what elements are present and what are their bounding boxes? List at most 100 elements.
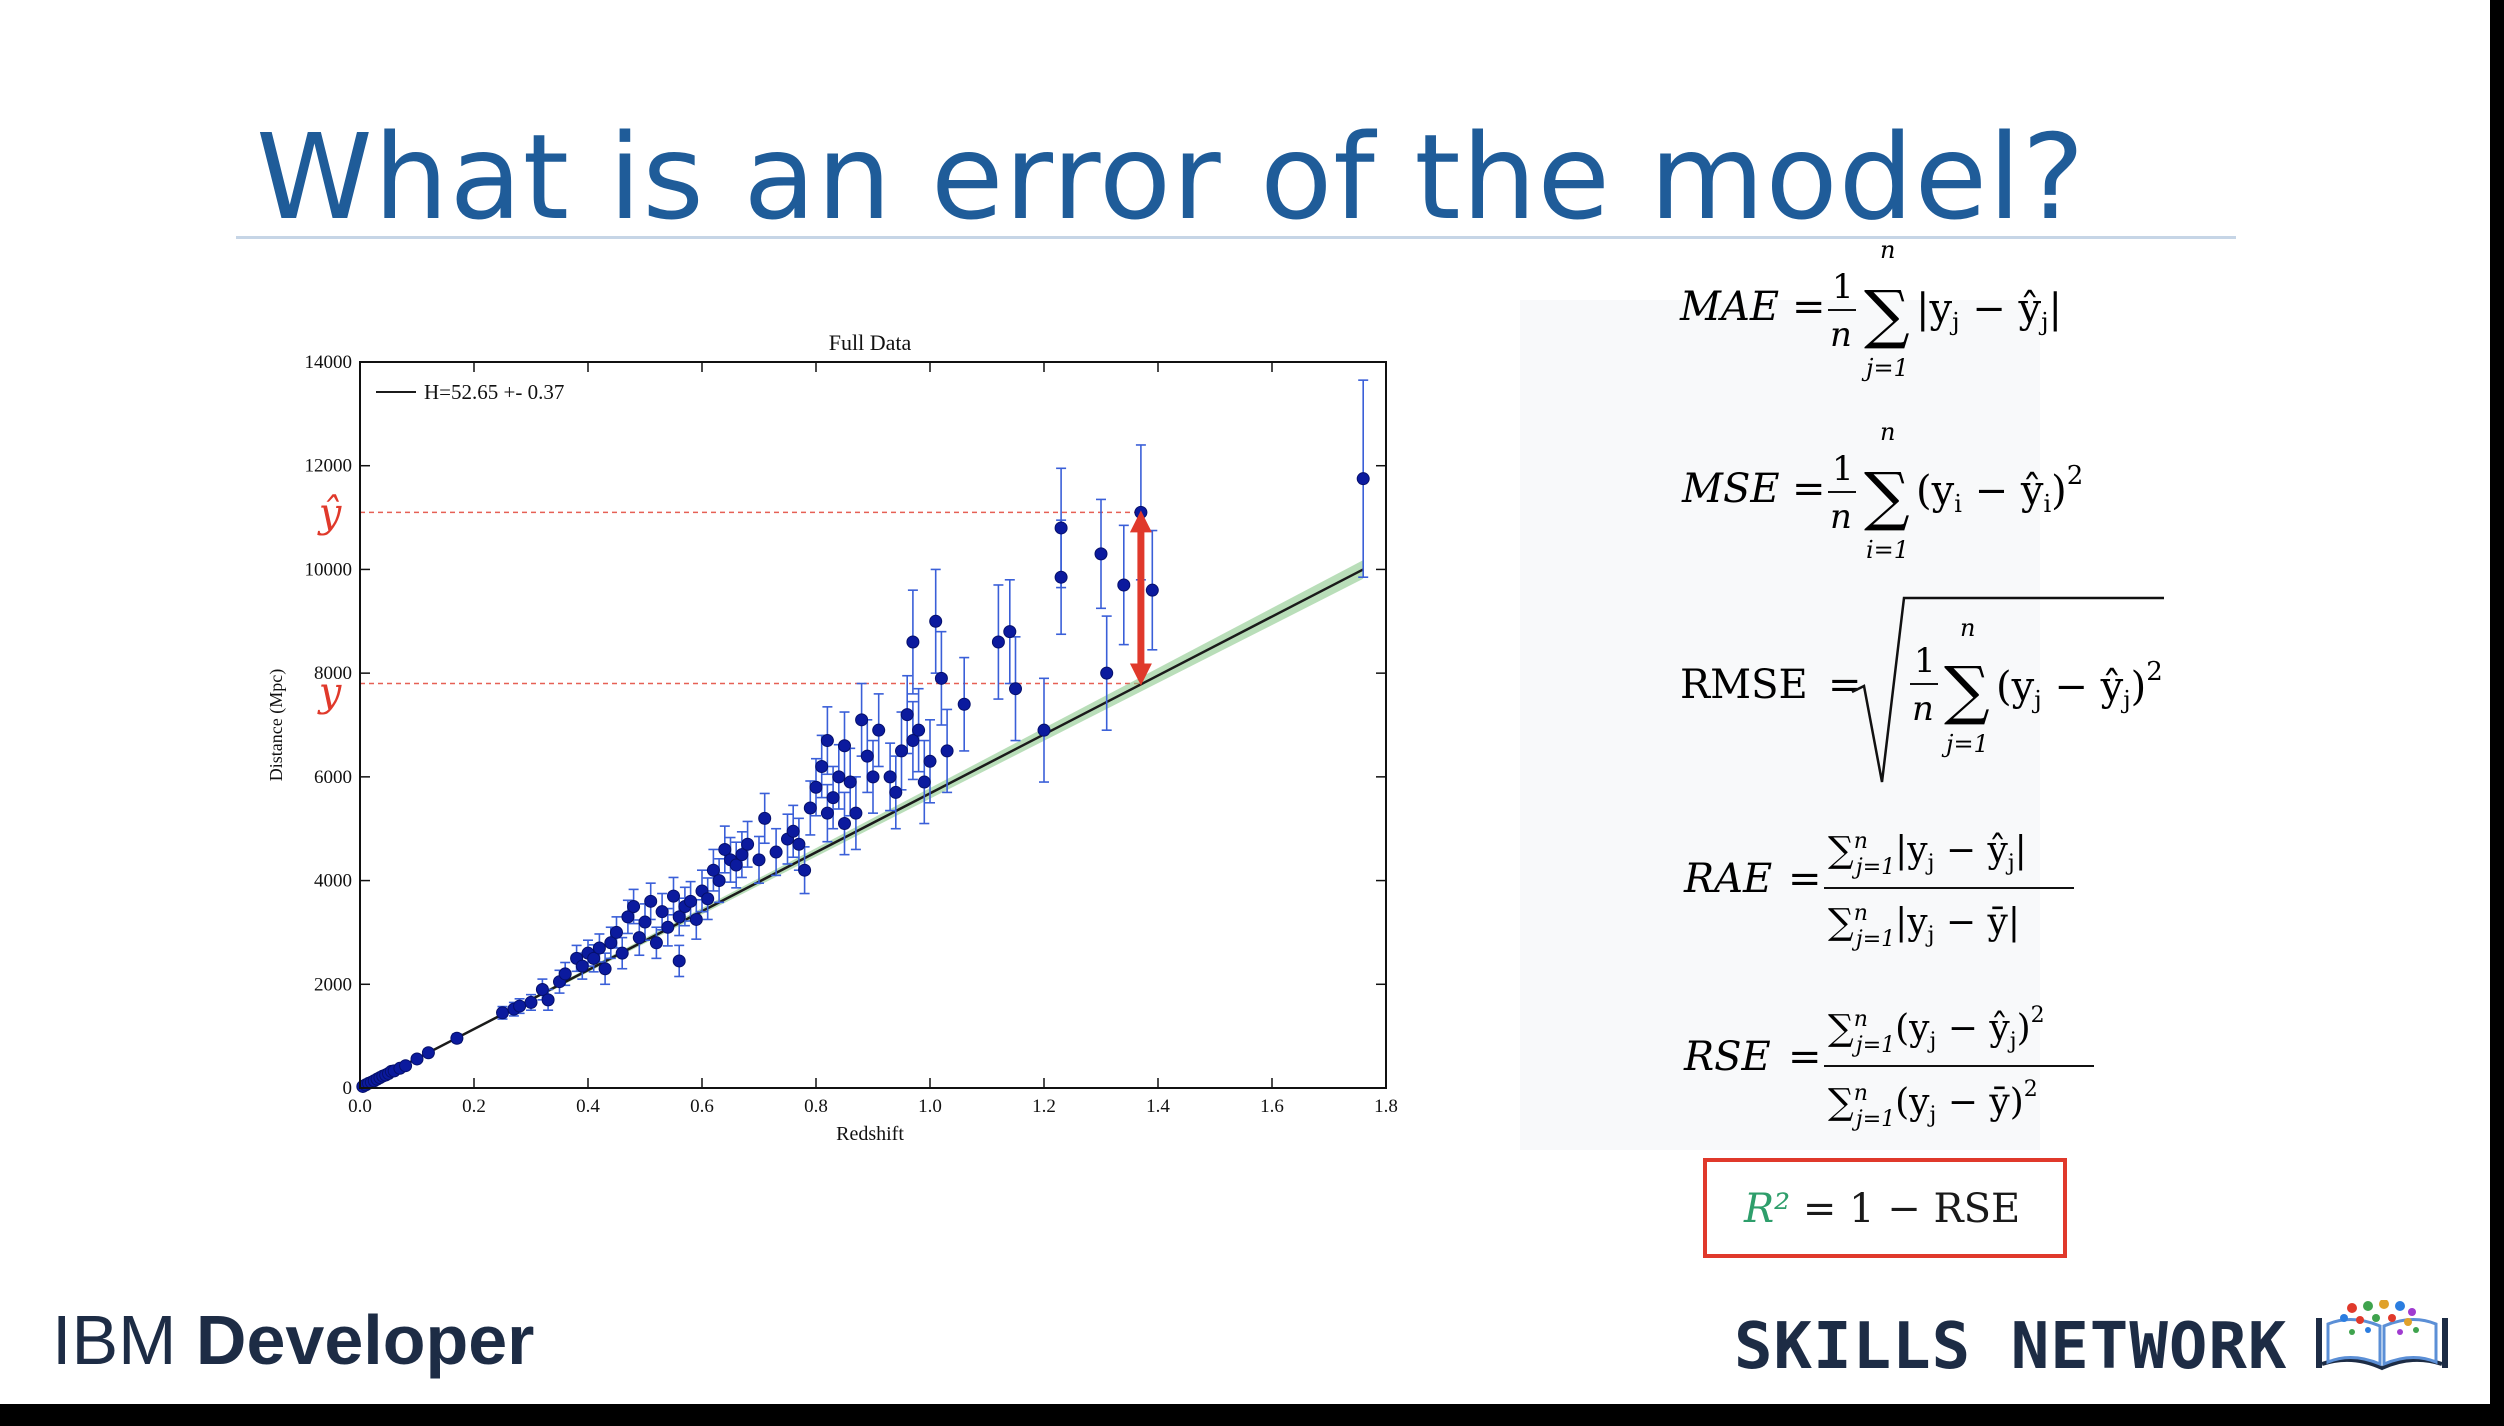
data-point <box>655 905 669 919</box>
mae-label: MAE <box>1679 284 1779 330</box>
r2-rhs: = 1 − RSE <box>1790 1186 2021 1232</box>
x-tick-label: 0.0 <box>348 1096 372 1117</box>
data-point <box>872 723 886 737</box>
svg-text:n: n <box>1830 315 1852 355</box>
svg-text:(yj − ŷj)2: (yj − ŷj)2 <box>1996 657 2163 714</box>
svg-text:∑: ∑ <box>1864 460 1910 534</box>
data-point <box>895 744 908 758</box>
data-point <box>741 837 755 851</box>
svg-text:(yi − ŷi)2: (yi − ŷi)2 <box>1916 461 2083 518</box>
data-point <box>558 967 572 981</box>
x-tick-label: 0.6 <box>690 1096 714 1117</box>
rae-label: RAE <box>1683 856 1772 902</box>
data-point <box>718 842 732 856</box>
data-point <box>889 785 903 799</box>
y-tick-label: 12000 <box>305 456 353 477</box>
mse-label: MSE <box>1681 466 1780 512</box>
data-point <box>1054 570 1068 584</box>
right-border <box>2490 0 2504 1426</box>
data-point <box>610 925 623 939</box>
svg-text:j=1: j=1 <box>1941 730 1989 758</box>
data-point <box>496 1006 509 1020</box>
skills-network-books-icon <box>2316 1300 2448 1371</box>
data-point <box>883 770 897 784</box>
ibm-wordmark: IBM <box>52 1301 177 1379</box>
formula-r2: R² = 1 − RSE <box>1744 1186 2020 1232</box>
y-tick-label: 8000 <box>314 663 352 684</box>
data-point <box>672 910 686 924</box>
data-point <box>615 946 629 960</box>
formula-rse: RSE = ∑n j=1(yj − ŷj)2 ∑n j=1(yj − ȳ)2 <box>1683 996 2104 1157</box>
data-point <box>712 874 726 888</box>
data-point <box>701 892 715 906</box>
data-point <box>1145 583 1159 597</box>
legend-label: H=52.65 +- 0.37 <box>424 380 564 404</box>
x-tick-label: 0.8 <box>804 1096 828 1117</box>
svg-text:|yj − ŷj|: |yj − ŷj| <box>1916 286 2062 336</box>
data-point <box>991 635 1005 649</box>
data-point <box>866 770 880 784</box>
data-point <box>627 900 641 913</box>
data-point <box>906 734 920 748</box>
data-point <box>929 614 943 628</box>
formula-rae: RAE = ∑n j=1|yj − ŷj| ∑n j=1|yj − ȳ| <box>1683 818 2104 969</box>
formula-mse: MSE = 1 n ∑ n i=1 (yi − ŷi)2 <box>1681 418 2102 581</box>
data-point <box>1009 682 1022 696</box>
y-label: y <box>317 670 343 716</box>
data-point <box>410 1052 424 1066</box>
svg-text:j=1: j=1 <box>1861 354 1909 382</box>
data-point <box>786 824 800 838</box>
developer-wordmark: Developer <box>195 1301 535 1379</box>
x-tick-label: 1.4 <box>1146 1096 1170 1117</box>
y-tick-label: 6000 <box>314 767 352 788</box>
svg-text:∑nj=1(yj − ŷj)2: ∑n j=1(yj − ŷj)2 <box>1828 1003 2045 1058</box>
svg-text:∑: ∑ <box>1864 278 1910 352</box>
svg-text:=: = <box>1828 662 1862 708</box>
y-tick-label: 4000 <box>314 871 352 892</box>
svg-text:=: = <box>1788 1034 1822 1080</box>
data-point <box>923 754 937 768</box>
data-point <box>706 863 720 877</box>
svg-text:n: n <box>1880 418 1895 446</box>
bottom-border <box>0 1404 2504 1426</box>
data-point <box>820 734 834 748</box>
x-tick-label: 0.2 <box>462 1096 486 1117</box>
data-point <box>638 915 652 929</box>
background-watermark <box>1520 300 2040 1150</box>
data-point <box>912 723 926 737</box>
data-point <box>798 863 812 877</box>
data-point <box>621 910 635 924</box>
x-axis-label: Redshift <box>836 1123 904 1145</box>
data-point <box>541 993 555 1007</box>
data-point <box>587 951 601 965</box>
data-point <box>792 837 806 851</box>
svg-text:∑nj=1(yj − ȳ)2: ∑n j=1(yj − ȳ)2 <box>1828 1077 2038 1132</box>
data-point <box>820 806 834 820</box>
svg-text:∑nj=1|yj − ŷj|: ∑n j=1|yj − ŷj| <box>1828 829 2027 880</box>
rse-equation: RSE = ∑n j=1(yj − ŷj)2 ∑n j=1(yj − ȳ)2 <box>1683 1003 2094 1132</box>
y-tick-label: 14000 <box>305 352 353 373</box>
svg-text:=: = <box>1792 466 1826 512</box>
formula-rmse: RMSE = 1 n ∑ n j=1 (yj − ŷj)2 <box>1680 596 2180 807</box>
data-point <box>649 936 663 950</box>
data-point <box>513 999 527 1013</box>
data-point <box>1054 521 1068 535</box>
y-tick-label: 2000 <box>314 974 352 995</box>
x-tick-label: 1.6 <box>1260 1096 1284 1117</box>
data-point <box>838 817 851 831</box>
r2-label: R² = 1 − RSE <box>1744 1186 2020 1232</box>
data-point <box>832 770 846 784</box>
chart-title: Full Data <box>829 330 912 355</box>
data-point <box>758 811 772 825</box>
data-point <box>826 791 840 805</box>
data-point <box>1003 625 1017 639</box>
svg-text:∑nj=1|yj − ȳ|: ∑n j=1|yj − ȳ| <box>1828 901 2020 952</box>
formula-mae: MAE = 1 n ∑ n j=1 |yj − ŷj| <box>1679 236 2100 399</box>
data-point <box>809 780 823 794</box>
y-hat-label: ŷ <box>317 490 343 536</box>
error-arrow-head-up <box>1129 510 1152 533</box>
rae-equation: RAE = ∑n j=1|yj − ŷj| ∑n j=1|yj − ȳ| <box>1683 829 2074 952</box>
svg-text:n: n <box>1830 497 1852 537</box>
scatter-chart: Full Data Redshift Distance (Mpc) 0.0 0.2… <box>266 330 1398 1145</box>
